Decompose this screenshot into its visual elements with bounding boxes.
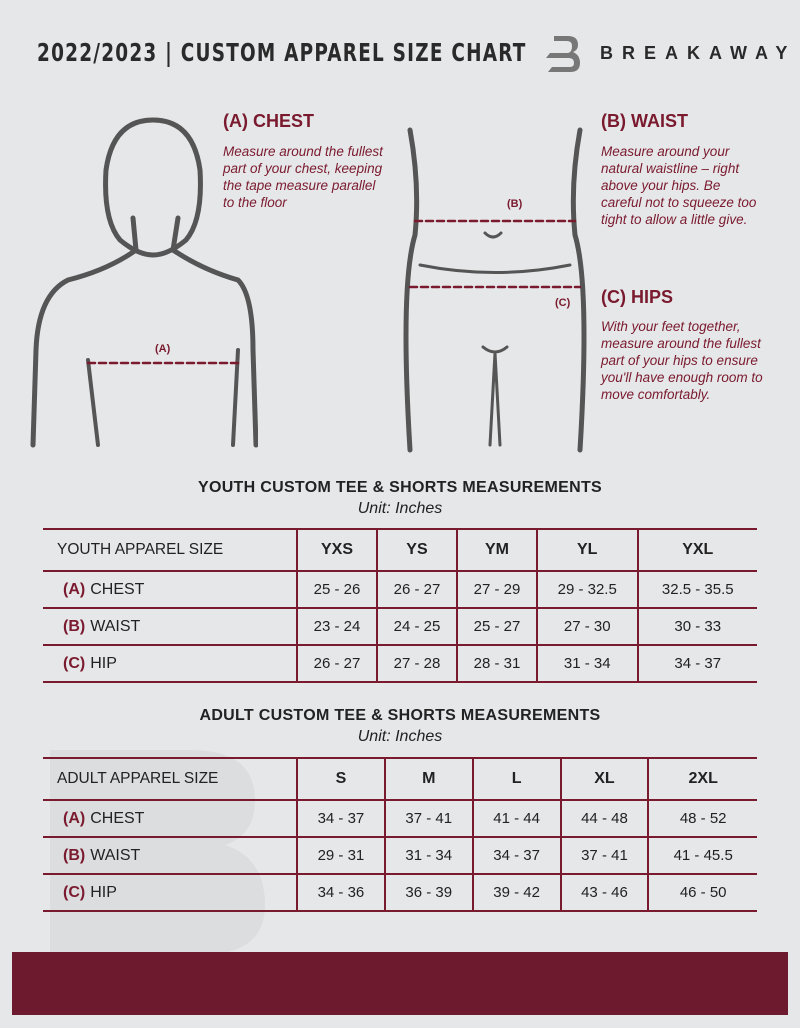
measurement-value: 43 - 46 [559,873,649,912]
measurement-value: 37 - 41 [383,799,473,838]
youth-size-table: YOUTH APPAREL SIZE YXS YS YM YL YXL (A) CHEST 25… [43,528,757,683]
measurement-value: 26 - 27 [296,644,377,683]
youth-unit: Unit: Inches [357,500,443,517]
measurement-value: 41 - 44 [471,799,561,838]
table-row: (A) CHEST 34 - 37 37 - 41 41 - 44 44 - 48 48 -… [43,799,757,838]
measurement-value: 29 - 32.5 [535,570,638,609]
upper-body-illustration [30,117,258,448]
measurement-value: 24 - 25 [375,607,457,646]
measurement-value: 31 - 34 [535,644,638,683]
measurement-value: 39 - 42 [471,873,561,912]
waist-description: Measure around your natural waistline – … [601,144,757,227]
table-row: (B) WAIST 23 - 24 24 - 25 25 - 27 27 - 30 30 -… [43,607,757,646]
measurement-letter: (B) [63,846,86,864]
measurement-letter: (A) [63,809,86,827]
measurement-label: (C) HIP [43,644,297,683]
chest-description: Measure around the fullest part of your … [223,144,383,210]
brand-name: BREAKAWAY [600,43,797,63]
measurement-name: CHEST [90,580,145,598]
measurement-name: HIP [90,654,117,672]
waist-marker: (B) [507,198,523,210]
measurement-value: 28 - 31 [455,644,537,683]
footer-band [12,952,788,1015]
size-header: XL [559,757,649,801]
size-header: YL [535,528,638,572]
size-header: YXS [296,528,377,572]
measurement-value: 25 - 27 [455,607,537,646]
waist-heading: (B) WAIST [601,111,688,131]
size-header: M [383,757,473,801]
measurement-value: 25 - 26 [296,570,377,609]
measurement-value: 26 - 27 [375,570,457,609]
adult-table-title: ADULT CUSTOM TEE & SHORTS MEASUREMENTS [199,707,601,724]
measurement-value: 32.5 - 35.5 [636,570,757,609]
table-row: (C) HIP 34 - 36 36 - 39 39 - 42 43 - 46 46 - 5… [43,873,757,912]
measurement-letter: (B) [63,617,86,635]
measurement-label: (B) WAIST [43,836,297,875]
measurement-name: WAIST [90,617,141,635]
measurement-label: (A) CHEST [43,799,297,838]
hips-marker: (C) [555,297,571,309]
size-header: YS [375,528,457,572]
measurement-letter: (A) [63,580,86,598]
measurement-value: 31 - 34 [383,836,473,875]
table-header-row: ADULT APPAREL SIZE S M L XL 2XL [43,757,757,801]
measurement-letter: (C) [63,883,86,901]
measurement-value: 41 - 45.5 [647,836,757,875]
size-header: YXL [636,528,757,572]
table-row: (B) WAIST 29 - 31 31 - 34 34 - 37 37 - 41 41 -… [43,836,757,875]
size-header: S [296,757,385,801]
measurement-value: 46 - 50 [647,873,757,912]
measurement-value: 48 - 52 [647,799,757,838]
measurement-value: 37 - 41 [559,836,649,875]
hips-heading: (C) HIPS [601,287,673,307]
youth-table-title: YOUTH CUSTOM TEE & SHORTS MEASUREMENTS [197,479,603,496]
measurement-value: 34 - 37 [296,799,385,838]
measurement-label: (B) WAIST [43,607,297,646]
chest-heading: (A) CHEST [223,111,314,131]
measurement-value: 34 - 37 [471,836,561,875]
size-header: 2XL [647,757,757,801]
measurement-name: HIP [90,883,117,901]
hips-description: With your feet together, measure around … [601,319,763,402]
chest-marker: (A) [155,343,171,355]
adult-unit: Unit: Inches [357,728,443,745]
adult-size-table: ADULT APPAREL SIZE S M L XL 2XL (A) CHEST 34 - 3… [43,757,757,912]
measurement-value: 34 - 36 [296,873,385,912]
measurement-name: WAIST [90,846,141,864]
measurement-value: 36 - 39 [383,873,473,912]
measurement-value: 29 - 31 [296,836,385,875]
measurement-value: 44 - 48 [559,799,649,838]
measurement-value: 30 - 33 [636,607,757,646]
size-header: YM [455,528,537,572]
size-label-header: ADULT APPAREL SIZE [43,757,297,801]
measurement-letter: (C) [63,654,86,672]
measurement-value: 34 - 37 [636,644,757,683]
measurement-name: CHEST [90,809,145,827]
table-row: (A) CHEST 25 - 26 26 - 27 27 - 29 29 - 32.5 32… [43,570,757,609]
size-label-header: YOUTH APPAREL SIZE [43,528,297,572]
measurement-label: (C) HIP [43,873,297,912]
measurement-value: 27 - 30 [535,607,638,646]
measurement-label: (A) CHEST [43,570,297,609]
table-header-row: YOUTH APPAREL SIZE YXS YS YM YL YXL [43,528,757,572]
lower-body-illustration [403,127,587,453]
page-title: 2022/2023 | CUSTOM APPAREL SIZE CHART [37,38,527,67]
measurement-value: 23 - 24 [296,607,377,646]
measurement-value: 27 - 28 [375,644,457,683]
size-header: L [471,757,561,801]
table-row: (C) HIP 26 - 27 27 - 28 28 - 31 31 - 34 34 - 3… [43,644,757,683]
breakaway-logo-icon [546,36,580,72]
measurement-value: 27 - 29 [455,570,537,609]
